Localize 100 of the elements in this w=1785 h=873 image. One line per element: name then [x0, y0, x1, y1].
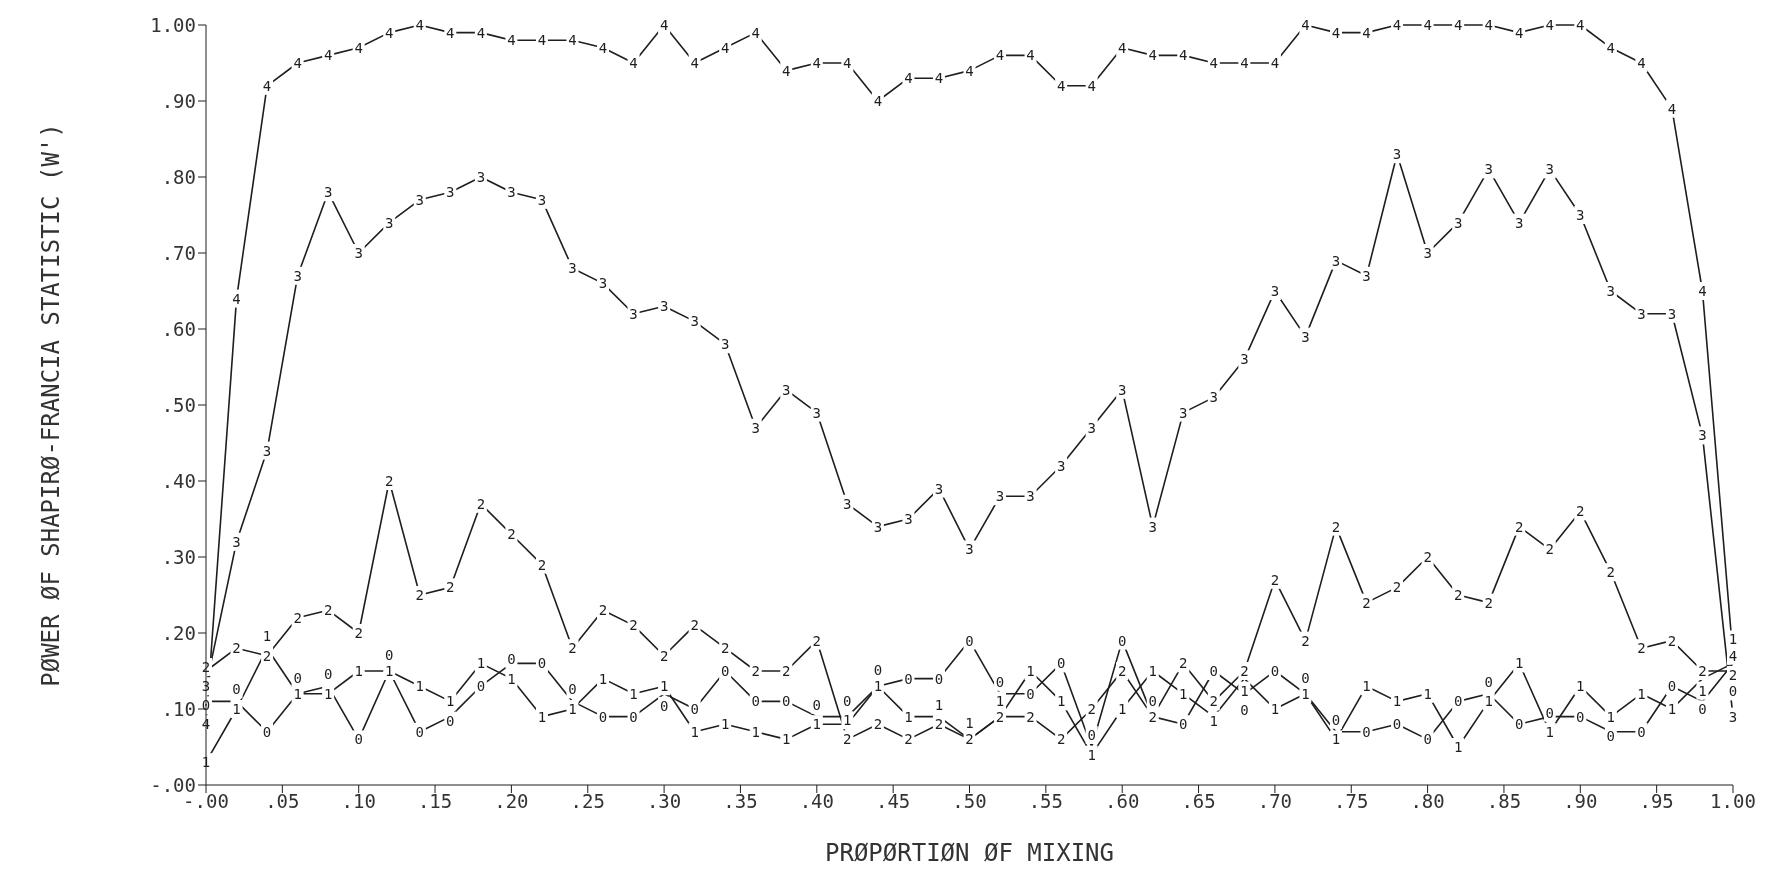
text: 0 — [262, 723, 272, 740]
text: 3 — [1209, 389, 1219, 406]
text: 2 — [1576, 503, 1585, 520]
text: 1 — [1179, 685, 1188, 702]
text: 3 — [1576, 207, 1585, 223]
text: 0 — [1423, 731, 1432, 748]
series-label: 0 — [415, 723, 424, 740]
y-tick-label: .70 — [161, 241, 196, 264]
x-tick-label: .25 — [570, 790, 605, 813]
text: 2 — [1117, 663, 1127, 679]
text: 0 — [1392, 716, 1402, 733]
text: 0 — [629, 708, 638, 725]
text: 1 — [476, 655, 486, 672]
text: 1 — [568, 701, 577, 717]
text: 0 — [934, 670, 944, 687]
text: 2 — [873, 716, 883, 733]
text: 4 — [690, 55, 699, 71]
x-tick-label: .75 — [1334, 790, 1369, 813]
text: 0 — [965, 632, 974, 649]
text: 4 — [1362, 24, 1371, 41]
text: 4 — [476, 24, 486, 41]
text: 4 — [1667, 100, 1677, 117]
text: 0 — [1056, 655, 1066, 672]
series-label: 1 — [201, 754, 211, 771]
text: 0 — [1179, 716, 1188, 733]
text: 1 — [843, 712, 852, 729]
text: 3 — [659, 298, 669, 315]
text: 4 — [1179, 47, 1188, 64]
text: 1 — [1698, 682, 1707, 699]
text: 0 — [1270, 663, 1280, 679]
text: 1 — [323, 685, 333, 702]
text: 2 — [1087, 701, 1096, 717]
text: 1 — [232, 701, 241, 717]
text: 1 — [659, 678, 669, 695]
text: 4 — [934, 70, 944, 87]
text: 2 — [720, 640, 730, 657]
x-tick-label: .65 — [1181, 790, 1216, 813]
text: 4 — [354, 39, 363, 56]
text: 1 — [904, 708, 913, 725]
text: 3 — [843, 495, 852, 512]
text: 3 — [1515, 214, 1524, 231]
text: 4 — [1117, 39, 1127, 56]
x-tick-label: .40 — [799, 790, 834, 813]
x-tick-label: .60 — [1105, 790, 1140, 813]
x-tick-label: .95 — [1639, 790, 1674, 813]
text: 0 — [1484, 673, 1493, 690]
text: 2 — [965, 731, 974, 748]
text: 4 — [1698, 283, 1707, 299]
x-tick-label: .45 — [875, 790, 911, 813]
text: 3 — [1026, 488, 1035, 505]
text: 1 — [1209, 712, 1219, 729]
text: 3 — [629, 305, 638, 322]
text: 0 — [1698, 701, 1707, 718]
text: 3 — [1392, 146, 1402, 163]
text: 0 — [1453, 693, 1463, 710]
text: 1 — [1331, 731, 1341, 748]
text: 4 — [995, 47, 1005, 64]
y-tick-label: .40 — [161, 469, 196, 492]
text: 4 — [782, 62, 791, 79]
text: 2 — [782, 663, 791, 679]
text: 4 — [1087, 77, 1096, 94]
text: 1 — [629, 685, 638, 702]
text: 1 — [262, 628, 272, 645]
text: 1 — [1515, 655, 1524, 672]
text: 4 — [1515, 24, 1524, 41]
text: 4 — [1606, 39, 1616, 56]
text: 1 — [751, 723, 760, 740]
text: 2 — [201, 659, 211, 675]
text: 3 — [690, 313, 699, 330]
text: 1 — [1056, 693, 1066, 710]
x-tick-label: .85 — [1486, 790, 1522, 813]
text: 2 — [507, 526, 516, 543]
text: 0 — [1209, 663, 1219, 679]
text: 0 — [751, 693, 760, 710]
text: 0 — [873, 662, 883, 679]
x-tick-label: .70 — [1257, 790, 1293, 813]
text: 3 — [415, 191, 424, 208]
text: 2 — [995, 708, 1005, 725]
text: 3 — [1117, 381, 1127, 398]
text: 3 — [1728, 708, 1738, 725]
text: 1 — [1392, 693, 1402, 710]
text: 1 — [1148, 663, 1157, 679]
text: 0 — [1240, 701, 1249, 718]
text: 1 — [293, 685, 302, 702]
text: 0 — [568, 681, 577, 698]
text: 2 — [293, 609, 302, 626]
text: 4 — [507, 32, 516, 49]
text: 4 — [1637, 55, 1646, 71]
text: 2 — [1301, 632, 1310, 649]
text: 0 — [385, 647, 394, 663]
text: 4 — [323, 47, 333, 64]
text: 2 — [1179, 655, 1188, 672]
text: 2 — [1209, 693, 1219, 710]
text: 2 — [1515, 518, 1524, 535]
text: 1 — [720, 716, 730, 733]
text: 2 — [1606, 564, 1616, 581]
text: 3 — [1484, 161, 1493, 178]
x-tick-label: .05 — [265, 790, 300, 813]
text: 0 — [1117, 632, 1127, 649]
text: 1 — [598, 670, 608, 687]
